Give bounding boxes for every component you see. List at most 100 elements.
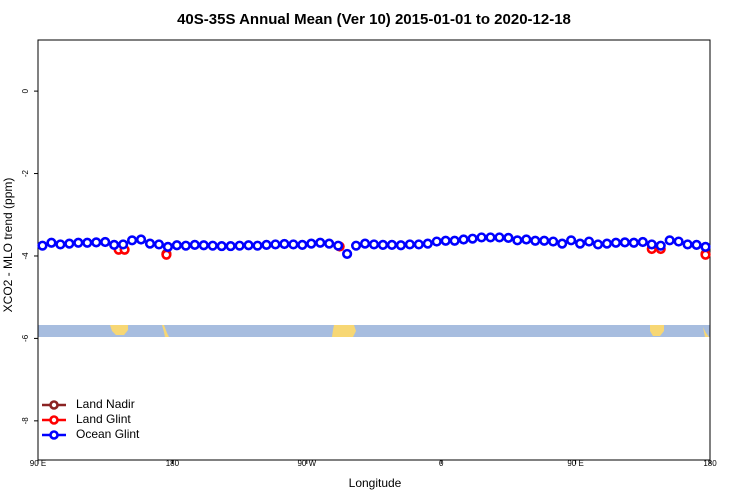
data-point — [512, 235, 523, 246]
data-point — [306, 238, 317, 249]
x-tick-label: 180 — [166, 459, 180, 468]
data-point — [153, 239, 165, 250]
data-point — [37, 240, 48, 251]
data-point — [700, 249, 711, 260]
data-point — [161, 249, 172, 260]
data-point — [55, 239, 66, 250]
data-point — [539, 235, 550, 246]
legend-label: Land Glint — [76, 412, 131, 426]
data-point — [610, 237, 622, 248]
data-point — [198, 240, 209, 251]
data-point — [100, 236, 111, 248]
x-tick-label: 180 — [703, 459, 717, 468]
y-tick-label: -8 — [21, 417, 30, 425]
y-tick-label: -4 — [21, 252, 30, 260]
data-point — [548, 236, 559, 247]
y-tick-label: 0 — [21, 88, 30, 93]
data-point — [413, 239, 424, 250]
data-point — [225, 240, 236, 252]
data-point — [180, 240, 191, 251]
x-tick-label: 90 E — [30, 459, 46, 468]
legend-label: Ocean Glint — [76, 427, 140, 441]
data-point — [530, 235, 541, 246]
data-point — [664, 235, 675, 246]
data-point — [82, 237, 93, 248]
data-point — [646, 239, 657, 250]
data-point — [270, 239, 281, 250]
x-axis-label: Longitude — [349, 476, 402, 490]
data-point — [386, 239, 398, 250]
data-point — [628, 237, 639, 248]
chart-title: 40S-35S Annual Mean (Ver 10) 2015-01-01 … — [177, 11, 571, 28]
data-point — [73, 237, 84, 248]
data-point — [521, 234, 532, 245]
data-point — [252, 240, 263, 251]
data-point — [377, 239, 389, 250]
data-point — [440, 235, 451, 246]
data-point — [234, 240, 245, 251]
data-point — [91, 237, 102, 248]
data-point — [162, 241, 174, 253]
data-point — [655, 240, 666, 251]
data-point — [342, 248, 353, 260]
data-point — [261, 239, 272, 250]
data-point — [601, 238, 613, 249]
data-point — [619, 237, 630, 248]
data-point — [64, 238, 75, 249]
data-point — [431, 236, 442, 247]
data-point — [243, 240, 254, 251]
data-point — [557, 238, 568, 249]
data-point — [566, 235, 577, 246]
map-strip — [38, 325, 710, 337]
data-point — [350, 240, 362, 251]
plot-frame — [37, 39, 711, 461]
data-point — [485, 232, 496, 243]
data-point — [503, 232, 514, 243]
data-point — [144, 238, 156, 249]
data-point — [207, 240, 218, 251]
data-point — [592, 239, 604, 250]
data-point — [297, 239, 308, 250]
data-point — [288, 239, 299, 250]
data-point — [109, 239, 120, 250]
data-point — [637, 236, 648, 248]
data-point — [359, 238, 371, 249]
data-point — [216, 240, 227, 252]
data-point — [494, 232, 505, 243]
data-point — [324, 238, 335, 249]
x-tick-label: 0 — [439, 459, 444, 468]
x-tick-label: 90 W — [297, 459, 316, 468]
data-point — [422, 238, 433, 249]
data-point — [691, 239, 702, 250]
data-point — [315, 237, 326, 248]
data-point — [673, 236, 684, 247]
y-axis-label: XCO2 - MLO trend (ppm) — [1, 178, 15, 313]
data-point — [126, 235, 138, 246]
data-point — [458, 234, 469, 245]
data-point — [574, 238, 586, 249]
legend-marker — [49, 400, 59, 410]
data-point — [46, 237, 57, 248]
x-tick-label: 90 E — [567, 459, 583, 468]
data-point — [700, 241, 711, 253]
data-point — [404, 239, 415, 250]
legend-label: Land Nadir — [76, 397, 135, 411]
data-point — [135, 234, 147, 245]
data-point — [279, 238, 290, 250]
data-point — [476, 232, 487, 243]
data-point — [395, 240, 406, 251]
data-point — [333, 240, 344, 251]
y-tick-label: -6 — [21, 334, 30, 342]
data-point — [682, 239, 693, 250]
data-point — [189, 239, 200, 250]
data-point — [368, 239, 380, 250]
legend-marker — [49, 415, 59, 425]
data-point — [467, 233, 478, 244]
data-point — [449, 235, 460, 246]
data-point — [583, 236, 595, 247]
data-point — [118, 239, 129, 250]
legend-marker — [49, 430, 59, 440]
y-tick-label: -2 — [21, 169, 30, 177]
data-point — [171, 240, 182, 251]
